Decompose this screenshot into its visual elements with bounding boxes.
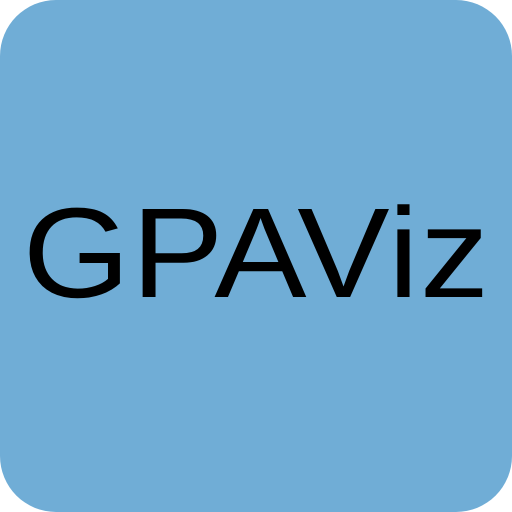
app-icon-label: GPAViz <box>22 182 490 325</box>
